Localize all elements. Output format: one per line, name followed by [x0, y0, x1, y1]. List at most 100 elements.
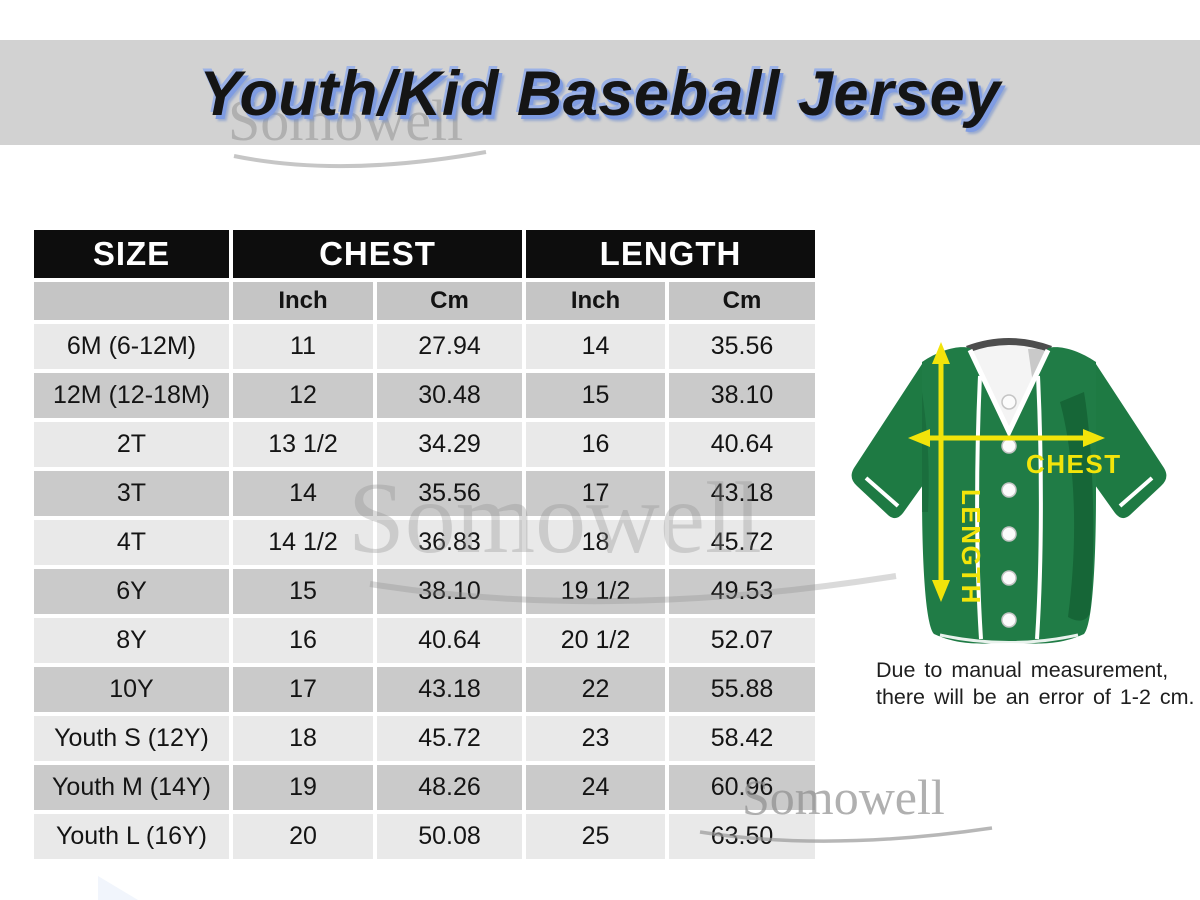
table-row: 3T 14 35.56 17 43.18 [34, 471, 815, 516]
header-size: SIZE [34, 230, 229, 278]
corner-artifact [98, 876, 138, 900]
length-inch-cell: 25 [526, 814, 665, 859]
table-row: 6M (6-12M) 11 27.94 14 35.56 [34, 324, 815, 369]
table-row: Youth S (12Y) 18 45.72 23 58.42 [34, 716, 815, 761]
jersey-placket-piping-left [975, 375, 983, 640]
chest-cm-cell: 27.94 [377, 324, 522, 369]
chest-cm-cell: 35.56 [377, 471, 522, 516]
size-cell: 6Y [34, 569, 229, 614]
chest-inch-cell: 14 1/2 [233, 520, 373, 565]
size-cell: 3T [34, 471, 229, 516]
table-row: 6Y 15 38.10 19 1/2 49.53 [34, 569, 815, 614]
table-row: 12M (12-18M) 12 30.48 15 38.10 [34, 373, 815, 418]
note-line-2: there will be an error of 1-2 cm. [876, 685, 1195, 709]
length-inch-cell: 18 [526, 520, 665, 565]
chest-inch-cell: 17 [233, 667, 373, 712]
title-band: Somowell Youth/Kid Baseball Jersey [0, 40, 1200, 169]
size-cell: 12M (12-18M) [34, 373, 229, 418]
size-cell: 4T [34, 520, 229, 565]
size-cell: Youth M (14Y) [34, 765, 229, 810]
length-inch-cell: 23 [526, 716, 665, 761]
jersey-shading-right [1060, 392, 1094, 621]
table-row: 10Y 17 43.18 22 55.88 [34, 667, 815, 712]
size-cell: 2T [34, 422, 229, 467]
length-inch-cell: 24 [526, 765, 665, 810]
jersey-shading-left [922, 392, 929, 512]
size-cell: Youth L (16Y) [34, 814, 229, 859]
chest-inch-cell: 18 [233, 716, 373, 761]
subheader-chest-cm: Cm [377, 282, 522, 320]
table-row: 8Y 16 40.64 20 1/2 52.07 [34, 618, 815, 663]
chest-label: CHEST [1026, 449, 1122, 479]
length-inch-cell: 14 [526, 324, 665, 369]
size-table: SIZE CHEST LENGTH Inch Cm Inch Cm 6M (6-… [30, 226, 819, 863]
length-cm-cell: 38.10 [669, 373, 815, 418]
subheader-empty [34, 282, 229, 320]
length-cm-cell: 55.88 [669, 667, 815, 712]
table-row: 2T 13 1/2 34.29 16 40.64 [34, 422, 815, 467]
chest-cm-cell: 34.29 [377, 422, 522, 467]
chest-cm-cell: 36.83 [377, 520, 522, 565]
chest-inch-cell: 14 [233, 471, 373, 516]
measurement-arrows [908, 342, 1105, 602]
chest-cm-cell: 45.72 [377, 716, 522, 761]
jersey-vneck-piping [967, 348, 1051, 438]
length-inch-cell: 15 [526, 373, 665, 418]
size-cell: 6M (6-12M) [34, 324, 229, 369]
length-cm-cell: 52.07 [669, 618, 815, 663]
table-row: 4T 14 1/2 36.83 18 45.72 [34, 520, 815, 565]
size-table-body: 6M (6-12M) 11 27.94 14 35.56 12M (12-18M) 12 30… [34, 324, 815, 859]
jersey-undershirt [970, 345, 1048, 434]
chest-inch-cell: 13 1/2 [233, 422, 373, 467]
jersey-right-cuff-stripe [1118, 476, 1154, 508]
length-cm-cell: 63.50 [669, 814, 815, 859]
note-line-1: Due to manual measurement, [876, 658, 1169, 682]
size-cell: 8Y [34, 618, 229, 663]
size-cell: Youth S (12Y) [34, 716, 229, 761]
chest-cm-cell: 50.08 [377, 814, 522, 859]
length-inch-cell: 22 [526, 667, 665, 712]
length-cm-cell: 43.18 [669, 471, 815, 516]
subheader-length-inch: Inch [526, 282, 665, 320]
length-cm-cell: 45.72 [669, 520, 815, 565]
measurement-note: Due to manual measurement, there will be… [876, 657, 1195, 711]
page-title: Youth/Kid Baseball Jersey [199, 59, 1001, 129]
length-inch-cell: 16 [526, 422, 665, 467]
jersey-placket-piping-right [1035, 375, 1043, 640]
subheader-length-cm: Cm [669, 282, 815, 320]
jersey-right-sleeve [1080, 364, 1167, 519]
chest-cm-cell: 30.48 [377, 373, 522, 418]
jersey-left-cuff-stripe [864, 476, 900, 508]
chest-inch-cell: 20 [233, 814, 373, 859]
subheader-chest-inch: Inch [233, 282, 373, 320]
chest-cm-cell: 43.18 [377, 667, 522, 712]
chest-inch-cell: 15 [233, 569, 373, 614]
length-inch-cell: 17 [526, 471, 665, 516]
length-cm-cell: 49.53 [669, 569, 815, 614]
size-cell: 10Y [34, 667, 229, 712]
length-cm-cell: 40.64 [669, 422, 815, 467]
table-subheader-row: Inch Cm Inch Cm [34, 282, 815, 320]
chest-cm-cell: 38.10 [377, 569, 522, 614]
jersey-hem-piping [939, 633, 1079, 644]
table-row: Youth M (14Y) 19 48.26 24 60.96 [34, 765, 815, 810]
chest-inch-cell: 11 [233, 324, 373, 369]
table-header-row: SIZE CHEST LENGTH [34, 230, 815, 278]
chest-cm-cell: 40.64 [377, 618, 522, 663]
length-label: LENGTH [956, 489, 986, 605]
header-length: LENGTH [526, 230, 815, 278]
length-cm-cell: 58.42 [669, 716, 815, 761]
chest-inch-cell: 12 [233, 373, 373, 418]
chest-inch-cell: 19 [233, 765, 373, 810]
header-chest: CHEST [233, 230, 522, 278]
chest-inch-cell: 16 [233, 618, 373, 663]
watermark-swoosh [233, 150, 487, 169]
chest-cm-cell: 48.26 [377, 765, 522, 810]
jersey-figure: CHEST LENGTH [851, 338, 1167, 644]
table-row: Youth L (16Y) 20 50.08 25 63.50 [34, 814, 815, 859]
length-inch-cell: 20 1/2 [526, 618, 665, 663]
length-cm-cell: 35.56 [669, 324, 815, 369]
length-cm-cell: 60.96 [669, 765, 815, 810]
length-inch-cell: 19 1/2 [526, 569, 665, 614]
